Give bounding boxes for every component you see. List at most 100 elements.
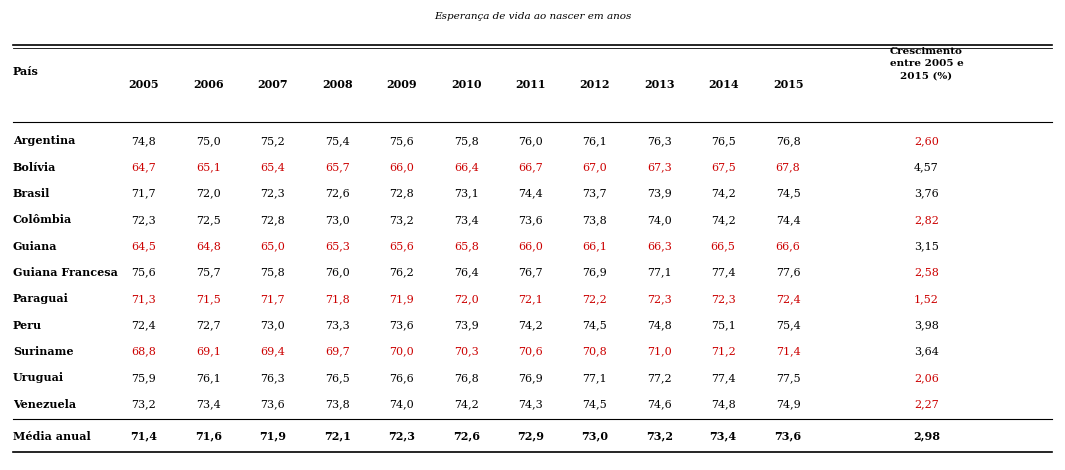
Text: 2,06: 2,06 xyxy=(914,373,939,383)
Text: 73,0: 73,0 xyxy=(580,431,608,442)
Text: 73,3: 73,3 xyxy=(325,320,350,330)
Text: 73,8: 73,8 xyxy=(325,399,350,409)
Text: 76,8: 76,8 xyxy=(775,136,801,146)
Text: 73,2: 73,2 xyxy=(131,399,157,409)
Text: 73,9: 73,9 xyxy=(646,188,672,199)
Text: 77,5: 77,5 xyxy=(775,373,801,383)
Text: 71,4: 71,4 xyxy=(775,346,801,357)
Text: 71,8: 71,8 xyxy=(325,294,350,304)
Text: 72,3: 72,3 xyxy=(260,188,285,199)
Text: 2011: 2011 xyxy=(515,79,545,90)
Text: 71,2: 71,2 xyxy=(710,346,736,357)
Text: 74,8: 74,8 xyxy=(646,320,672,330)
Text: 76,0: 76,0 xyxy=(325,267,350,278)
Text: Guiana Francesa: Guiana Francesa xyxy=(13,267,117,278)
Text: 77,2: 77,2 xyxy=(646,373,672,383)
Text: 71,5: 71,5 xyxy=(196,294,222,304)
Text: Peru: Peru xyxy=(13,320,42,331)
Text: 67,3: 67,3 xyxy=(646,162,672,172)
Text: 66,7: 66,7 xyxy=(518,162,543,172)
Text: 76,1: 76,1 xyxy=(196,373,222,383)
Text: Crescimento
entre 2005 e
2015 (%): Crescimento entre 2005 e 2015 (%) xyxy=(889,47,964,81)
Text: 2,27: 2,27 xyxy=(914,399,939,409)
Text: 72,7: 72,7 xyxy=(196,320,222,330)
Text: 71,9: 71,9 xyxy=(259,431,286,442)
Text: 73,6: 73,6 xyxy=(518,215,543,225)
Text: 74,5: 74,5 xyxy=(775,188,801,199)
Text: 76,3: 76,3 xyxy=(260,373,285,383)
Text: 72,6: 72,6 xyxy=(325,188,350,199)
Text: 66,0: 66,0 xyxy=(518,241,543,251)
Text: 2008: 2008 xyxy=(323,79,353,90)
Text: 71,9: 71,9 xyxy=(389,294,414,304)
Text: 76,5: 76,5 xyxy=(325,373,350,383)
Text: 67,5: 67,5 xyxy=(710,162,736,172)
Text: 75,8: 75,8 xyxy=(454,136,479,146)
Text: 67,0: 67,0 xyxy=(581,162,607,172)
Text: 70,0: 70,0 xyxy=(389,346,414,357)
Text: Venezuela: Venezuela xyxy=(13,399,76,410)
Text: 76,8: 76,8 xyxy=(454,373,479,383)
Text: 73,1: 73,1 xyxy=(454,188,479,199)
Text: 72,3: 72,3 xyxy=(710,294,736,304)
Text: 2006: 2006 xyxy=(194,79,224,90)
Text: 66,3: 66,3 xyxy=(646,241,672,251)
Text: 65,3: 65,3 xyxy=(325,241,350,251)
Text: 75,0: 75,0 xyxy=(196,136,222,146)
Text: 76,0: 76,0 xyxy=(518,136,543,146)
Text: 2007: 2007 xyxy=(258,79,288,90)
Text: 74,2: 74,2 xyxy=(518,320,543,330)
Text: 72,1: 72,1 xyxy=(324,431,351,442)
Text: 72,9: 72,9 xyxy=(517,431,544,442)
Text: 66,1: 66,1 xyxy=(581,241,607,251)
Text: 73,0: 73,0 xyxy=(260,320,285,330)
Text: 64,8: 64,8 xyxy=(196,241,222,251)
Text: 74,8: 74,8 xyxy=(710,399,736,409)
Text: 72,8: 72,8 xyxy=(389,188,414,199)
Text: 76,9: 76,9 xyxy=(581,267,607,278)
Text: Guiana: Guiana xyxy=(13,241,58,252)
Text: 1,52: 1,52 xyxy=(914,294,939,304)
Text: 74,0: 74,0 xyxy=(389,399,414,409)
Text: 73,0: 73,0 xyxy=(325,215,350,225)
Text: 70,3: 70,3 xyxy=(454,346,479,357)
Text: 72,5: 72,5 xyxy=(196,215,222,225)
Text: 72,0: 72,0 xyxy=(196,188,222,199)
Text: 66,6: 66,6 xyxy=(775,241,801,251)
Text: 66,0: 66,0 xyxy=(389,162,414,172)
Text: 72,1: 72,1 xyxy=(518,294,543,304)
Text: 77,1: 77,1 xyxy=(581,373,607,383)
Text: 70,8: 70,8 xyxy=(581,346,607,357)
Text: 74,2: 74,2 xyxy=(710,215,736,225)
Text: 66,4: 66,4 xyxy=(454,162,479,172)
Text: 76,6: 76,6 xyxy=(389,373,414,383)
Text: 65,8: 65,8 xyxy=(454,241,479,251)
Text: 74,2: 74,2 xyxy=(710,188,736,199)
Text: 71,7: 71,7 xyxy=(131,188,157,199)
Text: 76,2: 76,2 xyxy=(389,267,414,278)
Text: 65,7: 65,7 xyxy=(325,162,350,172)
Text: 73,4: 73,4 xyxy=(196,399,222,409)
Text: 76,9: 76,9 xyxy=(518,373,543,383)
Text: 71,7: 71,7 xyxy=(260,294,285,304)
Text: 2013: 2013 xyxy=(644,79,674,90)
Text: 3,76: 3,76 xyxy=(914,188,939,199)
Text: 74,8: 74,8 xyxy=(131,136,157,146)
Text: 65,1: 65,1 xyxy=(196,162,222,172)
Text: 77,6: 77,6 xyxy=(775,267,801,278)
Text: 73,6: 73,6 xyxy=(260,399,285,409)
Text: 64,7: 64,7 xyxy=(131,162,157,172)
Text: 72,0: 72,0 xyxy=(454,294,479,304)
Text: 76,7: 76,7 xyxy=(518,267,543,278)
Text: Suriname: Suriname xyxy=(13,346,73,357)
Text: 2014: 2014 xyxy=(708,79,738,90)
Text: 70,6: 70,6 xyxy=(518,346,543,357)
Text: 65,6: 65,6 xyxy=(389,241,414,251)
Text: 76,4: 76,4 xyxy=(454,267,479,278)
Text: Brasil: Brasil xyxy=(13,188,50,199)
Text: Uruguai: Uruguai xyxy=(13,372,64,384)
Text: Colômbia: Colômbia xyxy=(13,214,72,226)
Text: 72,2: 72,2 xyxy=(581,294,607,304)
Text: 75,2: 75,2 xyxy=(260,136,285,146)
Text: 77,4: 77,4 xyxy=(710,373,736,383)
